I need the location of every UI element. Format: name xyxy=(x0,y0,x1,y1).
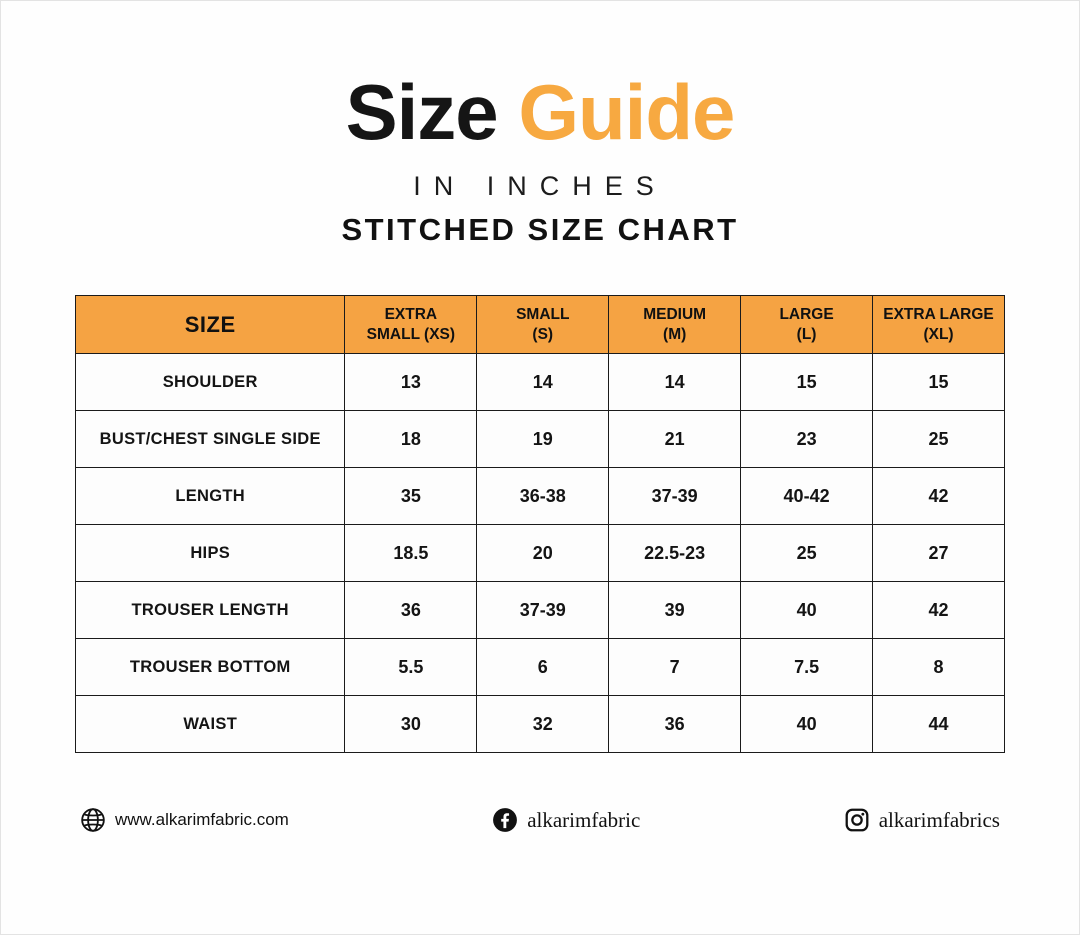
title-word-size: Size xyxy=(345,68,499,156)
subtitle-in-inches: IN INCHES xyxy=(413,171,667,201)
measurement-label: TROUSER BOTTOM xyxy=(74,638,346,696)
column-header: SMALL (S) xyxy=(476,295,610,354)
table-row: HIPS 18.5 20 22.5-23 25 27 xyxy=(74,524,1005,582)
size-value: 7 xyxy=(608,638,742,696)
header: Size Guide IN INCHES STITCHED SIZE CHART xyxy=(1,1,1079,248)
size-value: 44 xyxy=(872,695,1005,753)
facebook-handle: alkarimfabric xyxy=(527,807,641,832)
footer-website: www.alkarimfabric.com xyxy=(80,807,289,833)
table-row: TROUSER LENGTH 36 37-39 39 40 42 xyxy=(74,581,1005,639)
instagram-icon xyxy=(844,807,870,833)
header-row: SIZE EXTRA SMALL (XS) SMALL (S) MEDIUM (M) L… xyxy=(74,295,1005,354)
globe-icon xyxy=(80,807,106,833)
measurement-label: LENGTH xyxy=(74,467,346,525)
title-word-guide: Guide xyxy=(518,68,735,156)
size-table-head: SIZE EXTRA SMALL (XS) SMALL (S) MEDIUM (M) L… xyxy=(74,295,1005,354)
table-row: LENGTH 35 36-38 37-39 40-42 42 xyxy=(74,467,1005,525)
table-row: WAIST 30 32 36 40 44 xyxy=(74,695,1005,753)
size-table-wrapper: SIZE EXTRA SMALL (XS) SMALL (S) MEDIUM (M) L… xyxy=(74,295,1005,753)
size-value: 32 xyxy=(476,695,610,753)
measurement-label: TROUSER LENGTH xyxy=(74,581,346,639)
size-value: 8 xyxy=(872,638,1005,696)
instagram-handle: alkarimfabrics xyxy=(878,807,1000,832)
size-value: 30 xyxy=(344,695,478,753)
facebook-icon xyxy=(492,807,518,833)
size-value: 40-42 xyxy=(740,467,874,525)
size-value: 13 xyxy=(344,353,478,411)
size-table-body: SHOULDER 13 14 14 15 15 BUST/CHEST SINGLE SIDE… xyxy=(74,353,1005,753)
size-value: 39 xyxy=(608,581,742,639)
size-value: 15 xyxy=(872,353,1005,411)
table-row: BUST/CHEST SINGLE SIDE 18 19 21 23 25 xyxy=(74,410,1005,468)
table-row: SHOULDER 13 14 14 15 15 xyxy=(74,353,1005,411)
footer-facebook: alkarimfabric xyxy=(492,807,640,833)
size-value: 40 xyxy=(740,695,874,753)
size-value: 7.5 xyxy=(740,638,874,696)
size-value: 27 xyxy=(872,524,1005,582)
column-header: EXTRA LARGE (XL) xyxy=(872,295,1005,354)
column-header: EXTRA SMALL (XS) xyxy=(344,295,478,354)
size-value: 36 xyxy=(344,581,478,639)
size-value: 19 xyxy=(476,410,610,468)
size-value: 37-39 xyxy=(608,467,742,525)
size-value: 25 xyxy=(872,410,1005,468)
table-row: TROUSER BOTTOM 5.5 6 7 7.5 8 xyxy=(74,638,1005,696)
footer-instagram: alkarimfabrics xyxy=(844,807,1000,833)
website-url: www.alkarimfabric.com xyxy=(115,810,289,829)
size-value: 14 xyxy=(476,353,610,411)
size-value: 6 xyxy=(476,638,610,696)
size-value: 18 xyxy=(344,410,478,468)
size-value: 22.5-23 xyxy=(608,524,742,582)
column-header: MEDIUM (M) xyxy=(608,295,742,354)
measurement-label: WAIST xyxy=(74,695,346,753)
size-value: 21 xyxy=(608,410,742,468)
size-value: 23 xyxy=(740,410,874,468)
size-value: 42 xyxy=(872,581,1005,639)
footer: www.alkarimfabric.com alkarimfabric alka… xyxy=(80,807,1000,833)
size-value: 42 xyxy=(872,467,1005,525)
size-value: 36 xyxy=(608,695,742,753)
size-value: 14 xyxy=(608,353,742,411)
page-title: Size Guide xyxy=(1,73,1079,151)
size-column-header: SIZE xyxy=(74,295,346,354)
size-value: 18.5 xyxy=(344,524,478,582)
size-value: 20 xyxy=(476,524,610,582)
size-table: SIZE EXTRA SMALL (XS) SMALL (S) MEDIUM (M) L… xyxy=(74,295,1005,753)
size-value: 25 xyxy=(740,524,874,582)
measurement-label: HIPS xyxy=(74,524,346,582)
size-value: 35 xyxy=(344,467,478,525)
size-value: 40 xyxy=(740,581,874,639)
size-value: 37-39 xyxy=(476,581,610,639)
measurement-label: SHOULDER xyxy=(74,353,346,411)
measurement-label: BUST/CHEST SINGLE SIDE xyxy=(74,410,346,468)
column-header: LARGE (L) xyxy=(740,295,874,354)
size-value: 15 xyxy=(740,353,874,411)
size-value: 36-38 xyxy=(476,467,610,525)
subtitle-stitched-size-chart: STITCHED SIZE CHART xyxy=(341,212,739,247)
size-value: 5.5 xyxy=(344,638,478,696)
